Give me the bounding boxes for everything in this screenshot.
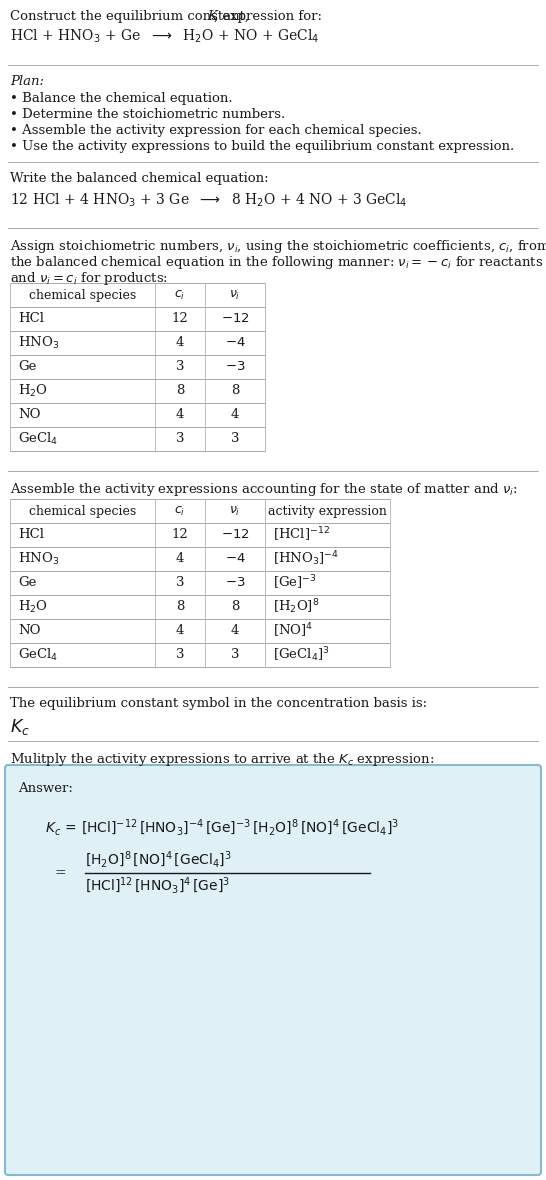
Text: $-4$: $-4$ — [224, 336, 245, 349]
Text: H$_2$O: H$_2$O — [18, 599, 48, 615]
Text: the balanced chemical equation in the following manner: $\nu_i = -c_i$ for react: the balanced chemical equation in the fo… — [10, 254, 543, 271]
Text: 4: 4 — [231, 624, 239, 637]
Text: 3: 3 — [176, 361, 184, 374]
Text: 3: 3 — [176, 649, 184, 662]
Text: 3: 3 — [176, 433, 184, 446]
FancyBboxPatch shape — [5, 765, 541, 1175]
Text: $-12$: $-12$ — [221, 529, 250, 542]
Text: 4: 4 — [176, 408, 184, 421]
Text: • Determine the stoichiometric numbers.: • Determine the stoichiometric numbers. — [10, 109, 285, 122]
Text: 8: 8 — [176, 385, 184, 398]
Text: $c_i$: $c_i$ — [174, 288, 186, 302]
Text: [NO]$^4$: [NO]$^4$ — [273, 622, 313, 641]
Text: HCl + HNO$_3$ + Ge  $\longrightarrow$  H$_2$O + NO + GeCl$_4$: HCl + HNO$_3$ + Ge $\longrightarrow$ H$_… — [10, 28, 319, 45]
Text: Ge: Ge — [18, 361, 37, 374]
Text: 8: 8 — [231, 601, 239, 614]
Text: $K_c\, =\, \mathrm{[HCl]}^{-12}\,\mathrm{[HNO_3]}^{-4}\,\mathrm{[Ge]}^{-3}\,\mat: $K_c\, =\, \mathrm{[HCl]}^{-12}\,\mathrm… — [45, 818, 399, 839]
Text: GeCl$_4$: GeCl$_4$ — [18, 431, 58, 447]
Text: 12: 12 — [171, 529, 188, 542]
Text: activity expression: activity expression — [268, 505, 387, 518]
Text: Plan:: Plan: — [10, 76, 44, 88]
Text: • Balance the chemical equation.: • Balance the chemical equation. — [10, 92, 233, 105]
Text: Assemble the activity expressions accounting for the state of matter and $\nu_i$: Assemble the activity expressions accoun… — [10, 481, 518, 498]
Text: $-4$: $-4$ — [224, 552, 245, 565]
Text: =: = — [55, 866, 67, 880]
Text: GeCl$_4$: GeCl$_4$ — [18, 647, 58, 663]
Text: $\mathrm{[H_2O]}^{8}\,\mathrm{[NO]}^{4}\,\mathrm{[GeCl_4]}^{3}$: $\mathrm{[H_2O]}^{8}\,\mathrm{[NO]}^{4}\… — [85, 850, 232, 871]
Text: $-12$: $-12$ — [221, 313, 250, 326]
Text: chemical species: chemical species — [29, 288, 136, 302]
Text: 8: 8 — [176, 601, 184, 614]
Text: chemical species: chemical species — [29, 505, 136, 518]
Text: [Ge]$^{-3}$: [Ge]$^{-3}$ — [273, 573, 317, 592]
Text: K: K — [207, 9, 217, 22]
Text: HNO$_3$: HNO$_3$ — [18, 551, 60, 568]
Text: • Assemble the activity expression for each chemical species.: • Assemble the activity expression for e… — [10, 124, 422, 137]
Text: $-3$: $-3$ — [225, 361, 245, 374]
Text: 3: 3 — [176, 577, 184, 590]
Text: [HNO$_3$]$^{-4}$: [HNO$_3$]$^{-4}$ — [273, 550, 339, 569]
Text: 3: 3 — [231, 433, 239, 446]
Text: [GeCl$_4$]$^3$: [GeCl$_4$]$^3$ — [273, 645, 330, 664]
Text: $-3$: $-3$ — [225, 577, 245, 590]
Text: $K_c$: $K_c$ — [10, 717, 30, 738]
Text: HCl: HCl — [18, 313, 44, 326]
Text: $\mathrm{[HCl]}^{12}\,\mathrm{[HNO_3]}^{4}\,\mathrm{[Ge]}^{3}$: $\mathrm{[HCl]}^{12}\,\mathrm{[HNO_3]}^{… — [85, 876, 230, 897]
Text: , expression for:: , expression for: — [214, 9, 322, 22]
Text: HNO$_3$: HNO$_3$ — [18, 335, 60, 352]
Text: The equilibrium constant symbol in the concentration basis is:: The equilibrium constant symbol in the c… — [10, 697, 427, 710]
Text: 8: 8 — [231, 385, 239, 398]
Text: NO: NO — [18, 408, 40, 421]
Text: HCl: HCl — [18, 529, 44, 542]
Text: H$_2$O: H$_2$O — [18, 384, 48, 399]
Text: 4: 4 — [176, 552, 184, 565]
Text: Construct the equilibrium constant,: Construct the equilibrium constant, — [10, 9, 253, 22]
Text: $\nu_i$: $\nu_i$ — [229, 288, 241, 302]
Text: Answer:: Answer: — [18, 782, 73, 795]
Text: Ge: Ge — [18, 577, 37, 590]
Text: 12 HCl + 4 HNO$_3$ + 3 Ge  $\longrightarrow$  8 H$_2$O + 4 NO + 3 GeCl$_4$: 12 HCl + 4 HNO$_3$ + 3 Ge $\longrightarr… — [10, 192, 407, 209]
Text: • Use the activity expressions to build the equilibrium constant expression.: • Use the activity expressions to build … — [10, 140, 514, 153]
Text: $\nu_i$: $\nu_i$ — [229, 505, 241, 518]
Text: 3: 3 — [231, 649, 239, 662]
Text: NO: NO — [18, 624, 40, 637]
Text: Write the balanced chemical equation:: Write the balanced chemical equation: — [10, 172, 269, 185]
Text: Mulitply the activity expressions to arrive at the $K_c$ expression:: Mulitply the activity expressions to arr… — [10, 750, 434, 768]
Text: 4: 4 — [176, 336, 184, 349]
Text: 4: 4 — [176, 624, 184, 637]
Text: [H$_2$O]$^8$: [H$_2$O]$^8$ — [273, 597, 319, 616]
Text: 4: 4 — [231, 408, 239, 421]
Text: [HCl]$^{-12}$: [HCl]$^{-12}$ — [273, 526, 330, 544]
Text: and $\nu_i = c_i$ for products:: and $\nu_i = c_i$ for products: — [10, 270, 168, 287]
Text: Assign stoichiometric numbers, $\nu_i$, using the stoichiometric coefficients, $: Assign stoichiometric numbers, $\nu_i$, … — [10, 238, 546, 255]
Text: $c_i$: $c_i$ — [174, 505, 186, 518]
Text: 12: 12 — [171, 313, 188, 326]
